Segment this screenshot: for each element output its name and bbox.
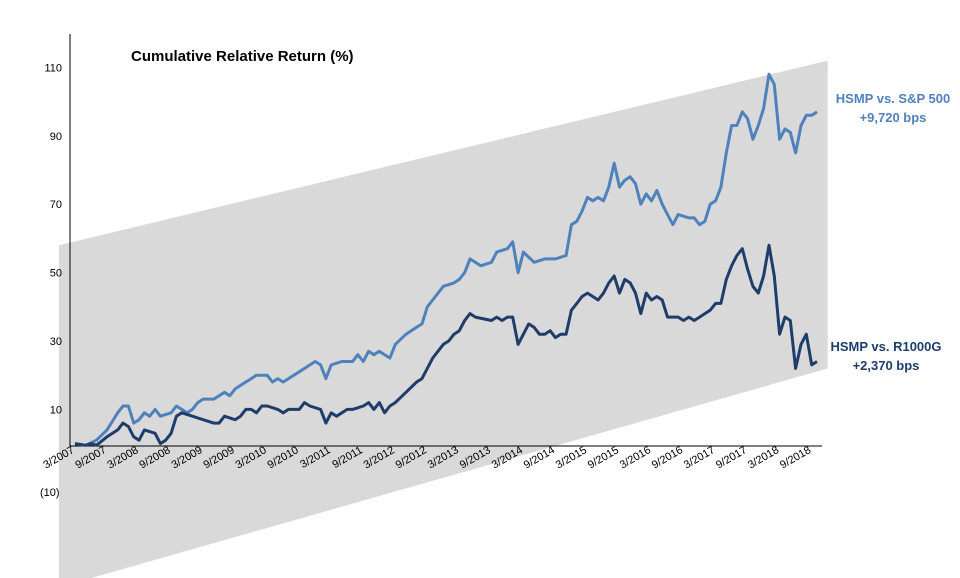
series-annotation-r1000g: +2,370 bps <box>853 358 920 373</box>
y-tick-label: 110 <box>44 62 62 74</box>
series-name-sp500: HSMP vs. S&P 500 <box>836 91 950 106</box>
y-tick-label: 90 <box>50 131 62 143</box>
x-tick-label: 9/2016 <box>650 444 685 471</box>
series-annotation-sp500: +9,720 bps <box>860 110 927 125</box>
x-tick-label: 3/2016 <box>618 444 653 471</box>
y-tick-label: 50 <box>50 268 62 280</box>
x-tick-label: 3/2015 <box>554 444 589 471</box>
series-name-r1000g: HSMP vs. R1000G <box>830 339 941 354</box>
series-line-r1000g <box>74 243 818 447</box>
x-tick-label: 3/2018 <box>746 444 781 471</box>
x-tick-label: 9/2018 <box>778 444 813 471</box>
band-layer <box>59 60 828 578</box>
y-tick-label: (10) <box>40 487 60 499</box>
axes <box>69 34 822 447</box>
chart-title: Cumulative Relative Return (%) <box>131 48 354 65</box>
y-tick-label: 70 <box>50 199 62 211</box>
series-line-sp500 <box>74 72 818 447</box>
y-tick-label: 10 <box>50 404 62 416</box>
x-tick-label: 9/2015 <box>586 444 621 471</box>
series-lines <box>74 72 818 447</box>
x-tick-label: 9/2017 <box>714 444 749 471</box>
y-tick-labels: (10) 10 30 50 70 90 110 <box>40 62 62 498</box>
trend-band <box>59 60 828 578</box>
series-labels: HSMP vs. S&P 500 +9,720 bps HSMP vs. R1000… <box>830 91 950 373</box>
y-tick-label: 30 <box>50 336 62 348</box>
x-tick-label: 3/2017 <box>682 444 717 471</box>
